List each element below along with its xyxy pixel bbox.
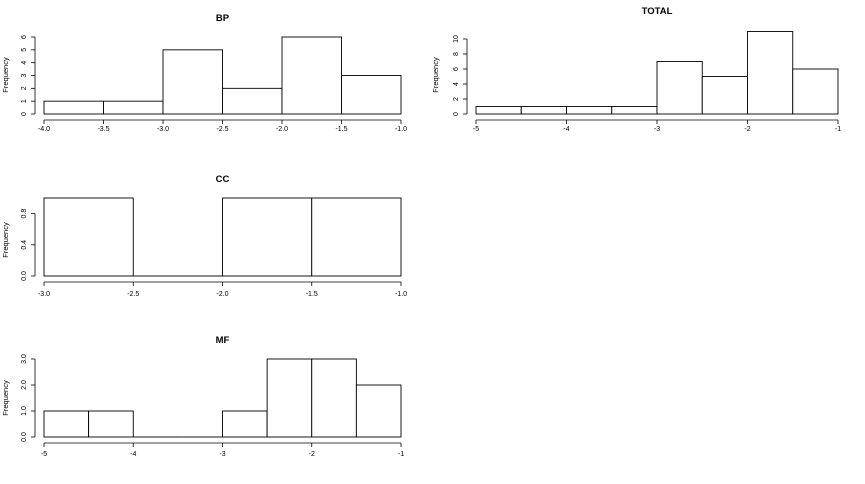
y-tick-label: 2 — [21, 86, 28, 90]
histogram-bar — [566, 106, 613, 115]
x-tick-label: -2.5 — [216, 126, 228, 133]
y-tick-label: 0.0 — [21, 432, 28, 442]
x-tick-label: -2.0 — [276, 126, 288, 133]
x-tick-label: -4 — [130, 451, 136, 458]
x-tick-label: -3.5 — [97, 126, 109, 133]
histogram-bar — [43, 100, 104, 115]
x-tick-label: -1 — [398, 451, 404, 458]
y-tick-label: 6 — [21, 35, 28, 39]
x-tick-label: -5 — [473, 126, 479, 133]
x-tick-label: -3 — [219, 451, 225, 458]
histogram-bar — [611, 106, 658, 115]
y-axis-label: Frequency — [1, 222, 10, 258]
x-tick-label: -1.5 — [306, 291, 318, 298]
histogram-bar — [701, 76, 748, 115]
histogram-total: TOTAL -5 -4 -3 -2 -1 0 2 4 6 8 10 Frequency — [431, 6, 841, 133]
y-tick-label: 3 — [21, 73, 28, 77]
y-tick-label: 1.0 — [21, 406, 28, 416]
y-tick-label: 0.0 — [21, 271, 28, 281]
x-tick-label: -3.0 — [38, 291, 50, 298]
x-tick-label: -1.0 — [395, 291, 407, 298]
histogram-bar — [88, 410, 134, 438]
histogram-bar — [266, 358, 313, 438]
histogram-cc: CC -3.0 -2.5 -2.0 -1.5 -1.0 0.0 0.4 0.8 Frequency — [1, 174, 407, 298]
histogram-bar — [162, 49, 223, 115]
histogram-bar — [311, 358, 357, 438]
histogram-bar — [222, 410, 268, 438]
y-axis-label: Frequency — [431, 57, 440, 93]
y-tick-label: 4 — [453, 82, 460, 86]
y-tick-label: 3.0 — [21, 354, 28, 364]
y-tick-label: 1 — [21, 99, 28, 103]
y-tick-label: 2.0 — [21, 380, 28, 390]
chart-title: TOTAL — [642, 6, 673, 17]
x-tick-label: -1 — [835, 126, 841, 133]
y-tick-label: 0.4 — [21, 240, 28, 250]
x-tick-label: -2 — [309, 451, 315, 458]
y-tick-label: 0 — [21, 112, 28, 116]
y-tick-label: 2 — [453, 97, 460, 101]
y-tick-label: 5 — [21, 48, 28, 52]
histogram-bar — [792, 68, 839, 115]
histogram-bar — [281, 36, 342, 115]
histogram-mf: MF -5 -4 -3 -2 -1 0.0 1.0 2.0 3.0 Frequency — [1, 335, 404, 458]
y-tick-label: 6 — [453, 67, 460, 71]
y-tick-label: 0 — [453, 112, 460, 116]
x-tick-label: -4 — [563, 126, 569, 133]
histogram-bp: BP -4.0 -3.5 -3.0 -2.5 -2.0 -1.5 -1.0 0 1 2 3 4 5 6 Fre… — [1, 13, 407, 133]
y-tick-label: 10 — [453, 35, 460, 43]
y-tick-label: 8 — [453, 52, 460, 56]
y-axis-label: Frequency — [1, 380, 10, 416]
histogram-bar — [341, 75, 402, 115]
histogram-bar — [747, 31, 794, 115]
histogram-bar — [222, 87, 283, 115]
chart-title: CC — [216, 174, 230, 185]
histogram-bar — [520, 106, 567, 115]
x-tick-label: -3.0 — [157, 126, 169, 133]
x-tick-label: -5 — [41, 451, 47, 458]
x-tick-label: -2.0 — [216, 291, 228, 298]
x-tick-label: -2 — [744, 126, 750, 133]
histogram-bar — [311, 197, 402, 277]
chart-title: MF — [216, 335, 230, 346]
y-tick-label: 0.8 — [21, 209, 28, 219]
histogram-bar — [43, 410, 90, 438]
histogram-bar — [43, 197, 134, 277]
y-axis-label: Frequency — [1, 57, 10, 93]
x-tick-label: -1.5 — [335, 126, 347, 133]
x-tick-label: -1.0 — [395, 126, 407, 133]
x-tick-label: -3 — [654, 126, 660, 133]
chart-title: BP — [216, 13, 230, 24]
histogram-bar — [355, 384, 402, 438]
y-tick-label: 4 — [21, 61, 28, 65]
histogram-bar — [103, 100, 164, 115]
histogram-bar — [656, 61, 703, 115]
x-tick-label: -4.0 — [38, 126, 50, 133]
x-tick-label: -2.5 — [127, 291, 139, 298]
histogram-bar — [222, 197, 313, 277]
histogram-bar — [475, 106, 522, 115]
